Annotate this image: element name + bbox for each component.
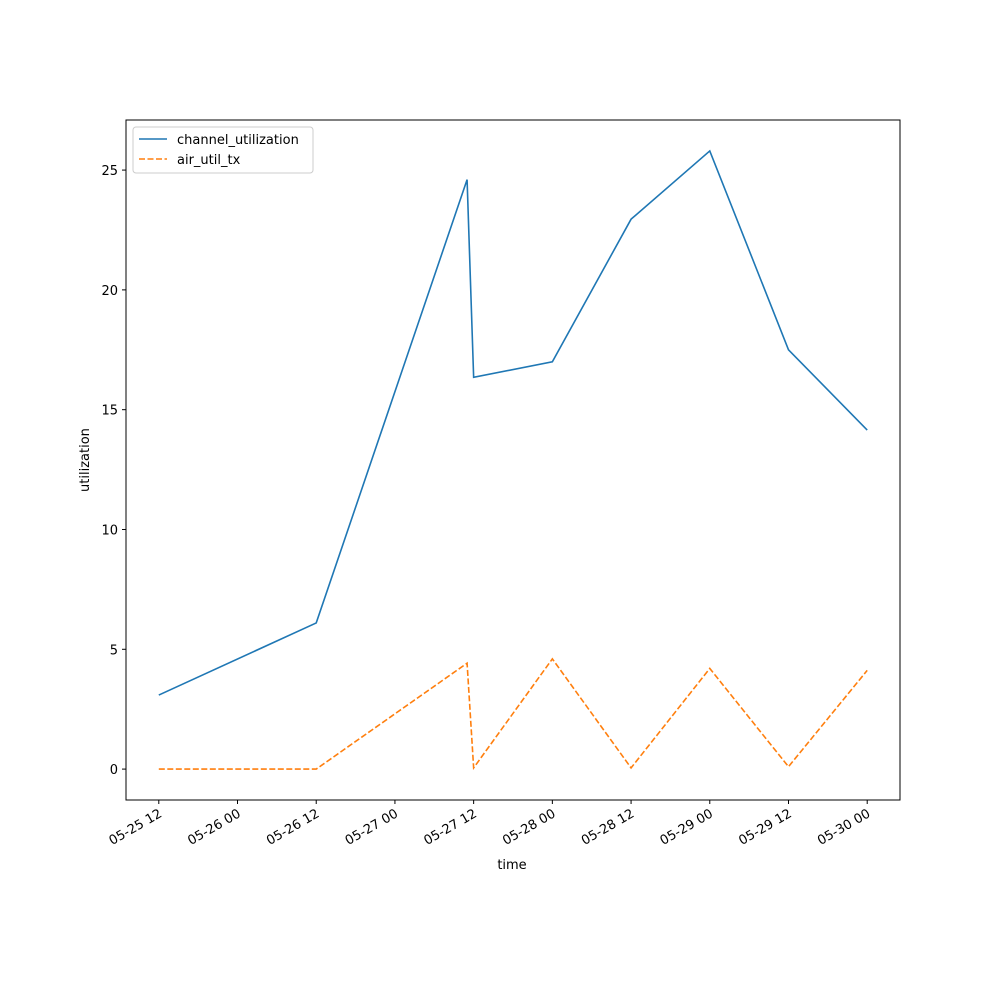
axes-frame [125, 119, 901, 801]
x-tick-label: 05-28 00 [500, 806, 558, 848]
x-tick-label: 05-29 12 [736, 806, 794, 848]
x-tick-label: 05-30 00 [815, 806, 873, 848]
legend: channel_utilization air_util_tx [132, 126, 314, 174]
y-tick-label: 0 [110, 763, 118, 778]
x-tick-label: 05-26 00 [185, 806, 243, 848]
x-tick-label: 05-27 12 [422, 806, 480, 848]
x-tick-label: 05-26 12 [264, 806, 322, 848]
x-tick-label: 05-28 12 [579, 806, 637, 848]
y-tick-label: 15 [101, 404, 118, 419]
y-tick-label: 25 [101, 164, 118, 179]
legend-box [132, 126, 314, 174]
x-axis-label: time [497, 858, 526, 873]
x-tick-label: 05-25 12 [107, 806, 165, 848]
y-tick-label: 5 [110, 643, 118, 658]
y-tick-label: 20 [101, 284, 118, 299]
legend-label: air_util_tx [177, 153, 241, 168]
y-axis-label: utilization [78, 428, 93, 492]
legend-label: channel_utilization [177, 133, 299, 148]
x-tick-label: 05-29 00 [658, 806, 716, 848]
line-series [158, 149, 868, 696]
x-tick-label: 05-27 00 [343, 806, 401, 848]
y-tick-label: 10 [101, 523, 118, 538]
line-series [158, 657, 868, 771]
